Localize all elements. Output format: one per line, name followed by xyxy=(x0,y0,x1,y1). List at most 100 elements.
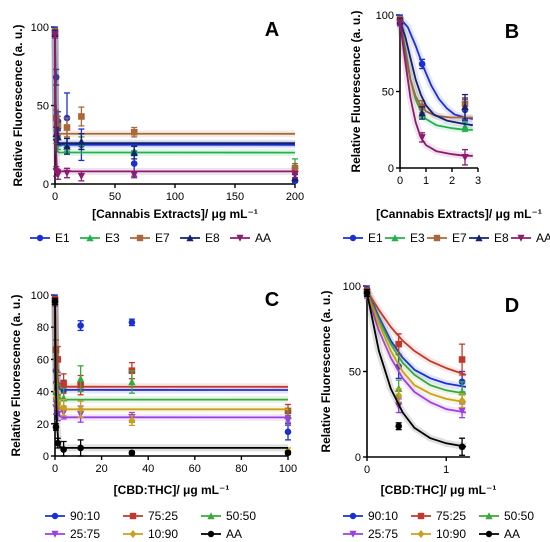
fit-line xyxy=(366,292,467,404)
data-point xyxy=(63,142,71,150)
x-tick-label: 150 xyxy=(226,191,244,203)
data-point xyxy=(130,171,138,179)
x-tick-label: 3 xyxy=(475,175,481,187)
x-tick-label: 20 xyxy=(95,463,107,475)
fit-line xyxy=(366,289,467,388)
data-point xyxy=(54,356,62,363)
legend-panel-D: 90:10 75:25 50:50 25:75 10:90 AA xyxy=(343,509,534,541)
fit-line xyxy=(366,292,467,448)
x-tick-label: 100 xyxy=(279,463,297,475)
data-point xyxy=(128,319,136,326)
legend-label: AA xyxy=(536,231,550,245)
legend-panel-B: E1 E3 E7 E8 AA xyxy=(343,231,550,245)
x-tick-label: 0 xyxy=(52,463,58,475)
legend-marker xyxy=(207,512,215,520)
data-point xyxy=(77,137,86,145)
data-point xyxy=(418,60,426,68)
x-tick-label: 0 xyxy=(52,191,58,203)
legend-marker xyxy=(86,234,94,242)
data-point xyxy=(396,19,404,27)
legend-label: 90:10 xyxy=(368,509,398,523)
y-tick-label: 100 xyxy=(343,281,361,293)
x-axis-title: [Cannabis Extracts]/ μg mL⁻¹ xyxy=(92,207,258,221)
legend-label: E3 xyxy=(105,231,120,245)
data-point xyxy=(63,124,71,131)
y-tick-label: 0 xyxy=(388,163,394,175)
y-tick-label: 100 xyxy=(376,10,394,22)
y-tick-label: 100 xyxy=(31,22,49,34)
y-tick-label: 60 xyxy=(37,354,49,366)
series-E8 xyxy=(51,29,299,182)
y-axis-title: Relative Fluorescence (a. u.) xyxy=(9,294,23,456)
x-tick-label: 40 xyxy=(142,463,154,475)
legend-label: 90:10 xyxy=(70,509,100,523)
series-AA xyxy=(51,297,292,457)
x-axis-title: [CBD:THC]/ μg mL⁻¹ xyxy=(114,483,230,497)
legend-marker xyxy=(51,512,59,520)
fit-line xyxy=(54,33,296,145)
x-tick-label: 1 xyxy=(423,175,429,187)
x-tick-label: 0 xyxy=(397,175,403,187)
chart-panel-C: 0 20 40 60 80 100 0 20 40 60 80 100 Relative Fluores… xyxy=(9,289,297,497)
x-tick-label: 0 xyxy=(364,464,370,476)
data-point xyxy=(461,102,469,111)
series-50:50 xyxy=(51,297,292,423)
legend-marker xyxy=(517,234,525,242)
legend-marker xyxy=(129,512,137,520)
y-tick-label: 100 xyxy=(31,290,49,302)
data-point xyxy=(77,172,86,181)
legend-label: 75:25 xyxy=(436,509,466,523)
data-point xyxy=(128,378,136,386)
chart-panel-B: 0 50 100 0 1 2 3 Relative Fluorescence (a. u.) [… xyxy=(349,10,542,221)
fit-band xyxy=(51,301,288,452)
legend-label: 50:50 xyxy=(226,509,256,523)
y-tick-label: 40 xyxy=(37,387,49,399)
legend-marker xyxy=(417,512,425,520)
legend-label: 25:75 xyxy=(70,527,100,541)
legend-marker xyxy=(51,530,59,538)
x-tick-label: 1 xyxy=(443,464,449,476)
data-point xyxy=(418,109,426,117)
data-point xyxy=(284,449,292,457)
panel-letter: A xyxy=(265,19,279,41)
fit-line xyxy=(399,17,473,120)
x-tick-label: 60 xyxy=(189,463,201,475)
data-point xyxy=(130,160,138,167)
legend-marker xyxy=(236,234,244,242)
data-point xyxy=(284,417,292,425)
y-tick-label: 0 xyxy=(43,451,49,463)
legend-panel-A: E1 E3 E7 E8 AA xyxy=(30,231,271,245)
data-point xyxy=(78,113,85,120)
series-AA xyxy=(396,18,473,166)
legend-label: 10:90 xyxy=(436,527,466,541)
legend-marker xyxy=(417,530,425,538)
legend-label: AA xyxy=(255,231,271,245)
fit-band xyxy=(51,298,289,394)
legend-marker xyxy=(36,234,44,242)
panel-letter: D xyxy=(505,295,519,317)
fit-line xyxy=(54,299,289,388)
fit-line xyxy=(54,34,295,173)
legend-panel-C: 90:10 75:25 50:50 25:75 10:90 AA xyxy=(45,509,256,541)
fit-line xyxy=(54,298,289,391)
data-point xyxy=(54,439,62,447)
series-AA xyxy=(51,31,299,182)
data-point xyxy=(363,289,371,297)
fit-band xyxy=(51,31,296,138)
x-tick-label: 80 xyxy=(235,463,247,475)
legend-marker xyxy=(485,530,493,538)
legend-label: 10:90 xyxy=(148,527,178,541)
legend-label: 50:50 xyxy=(504,509,534,523)
legend-marker xyxy=(391,234,399,242)
fit-line xyxy=(54,301,288,449)
data-point xyxy=(128,449,136,457)
data-point xyxy=(395,340,402,348)
y-tick-label: 50 xyxy=(382,87,394,99)
data-point xyxy=(130,128,138,136)
y-axis-title: Relative Fluorescence (a. u.) xyxy=(349,10,363,172)
fit-line xyxy=(399,22,473,157)
legend-marker xyxy=(349,234,357,242)
data-point xyxy=(130,148,138,156)
legend-label: AA xyxy=(226,527,242,541)
x-axis-title: [Cannabis Extracts]/ μg mL⁻¹ xyxy=(376,207,542,221)
